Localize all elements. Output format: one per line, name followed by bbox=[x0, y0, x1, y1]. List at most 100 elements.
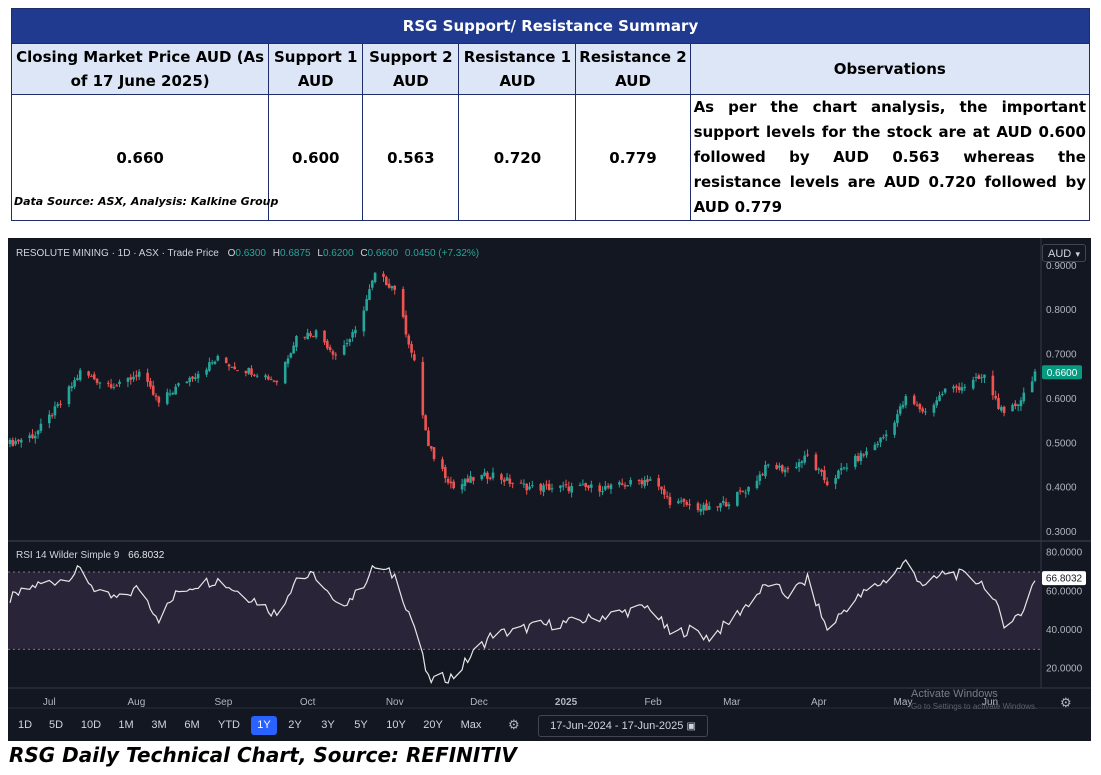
currency-selector[interactable]: AUD ▾ bbox=[1042, 244, 1086, 262]
timeframe-button-20y[interactable]: 20Y bbox=[423, 719, 443, 731]
rsi-band bbox=[8, 572, 1041, 650]
timeframe-settings-icon[interactable]: ⚙ bbox=[508, 717, 520, 732]
timeframe-button-1d[interactable]: 1D bbox=[17, 719, 33, 731]
candle-body bbox=[264, 375, 267, 378]
candle-body bbox=[542, 485, 545, 493]
candle-body bbox=[441, 459, 444, 469]
candle-body bbox=[466, 478, 470, 483]
chart-panel[interactable]: 0.3000 0.4000 0.5000 0.6000 0.7000 0.8000 0.90… bbox=[8, 238, 1091, 741]
candle-body bbox=[323, 330, 326, 343]
candle-body bbox=[587, 485, 590, 488]
candle-body bbox=[817, 468, 821, 470]
low-label: L bbox=[317, 248, 323, 259]
header-observations: Observations bbox=[689, 43, 1091, 95]
candle-body bbox=[168, 393, 172, 395]
timeframe-button-5d[interactable]: 5D bbox=[48, 719, 64, 731]
high-value: 0.6875 bbox=[280, 248, 311, 259]
open-value: 0.6300 bbox=[235, 248, 266, 259]
candle-body bbox=[151, 385, 155, 395]
candle-body bbox=[67, 386, 71, 405]
candle-body bbox=[185, 381, 189, 384]
candle-body bbox=[247, 367, 250, 374]
support-resistance-table: RSG Support/ Resistance Summary Closing … bbox=[10, 8, 1091, 221]
candle-body bbox=[581, 484, 585, 486]
candle-body bbox=[640, 480, 644, 485]
change-value: 0.0450 (+7.32%) bbox=[405, 248, 479, 259]
time-tick-label: Jun bbox=[982, 697, 998, 708]
candle-body bbox=[390, 286, 394, 289]
candle-body bbox=[943, 388, 947, 393]
timeframe-button-10d[interactable]: 10D bbox=[80, 719, 102, 731]
candle-body bbox=[331, 351, 335, 355]
candle-body bbox=[154, 395, 158, 397]
candle-body bbox=[196, 373, 200, 379]
candle-body bbox=[106, 382, 110, 384]
candle-body bbox=[98, 382, 102, 384]
candle-body bbox=[351, 332, 354, 338]
watermark-line-2: Go to Settings to activate Windows. bbox=[911, 702, 1038, 711]
candle-body bbox=[522, 483, 526, 485]
candle-body bbox=[342, 345, 346, 355]
candle-body bbox=[326, 340, 329, 349]
candle-body bbox=[216, 356, 220, 361]
candle-body bbox=[511, 482, 514, 484]
candle-body bbox=[112, 387, 116, 389]
candle-body bbox=[856, 455, 860, 462]
candle-body bbox=[443, 467, 447, 479]
candle-body bbox=[1002, 406, 1006, 413]
candle-body bbox=[584, 482, 587, 487]
candle-body bbox=[486, 472, 489, 479]
timeframe-button-5y[interactable]: 5Y bbox=[354, 719, 368, 731]
rsi-legend: RSI 14 Wilder Simple 9 66.8032 bbox=[16, 550, 165, 561]
candle-body bbox=[463, 479, 467, 486]
candle-body bbox=[210, 362, 214, 364]
timeframe-button-10y[interactable]: 10Y bbox=[386, 719, 406, 731]
candle-body bbox=[727, 504, 731, 507]
candle-body bbox=[303, 336, 307, 338]
candle-body bbox=[157, 396, 161, 403]
candle-body bbox=[876, 443, 880, 446]
candle-body bbox=[446, 478, 450, 483]
candle-body bbox=[39, 423, 43, 431]
timeframe-button-1m[interactable]: 1M bbox=[118, 719, 134, 731]
rsi-tick-label: 40.0000 bbox=[1046, 625, 1083, 636]
timeframe-button-ytd[interactable]: YTD bbox=[218, 719, 240, 731]
last-price-tag-text: 0.6600 bbox=[1047, 368, 1078, 379]
price-tick-label: 0.5000 bbox=[1046, 438, 1077, 449]
candle-body bbox=[373, 272, 377, 283]
candle-body bbox=[707, 506, 711, 510]
timeframe-button-2y[interactable]: 2Y bbox=[288, 719, 302, 731]
candle-body bbox=[53, 406, 57, 416]
settings-gear-icon[interactable]: ⚙ bbox=[1060, 695, 1072, 710]
candle-body bbox=[424, 415, 427, 431]
candle-body bbox=[797, 462, 801, 468]
date-range-picker[interactable]: 17-Jun-2024 - 17-Jun-2025 ▣ bbox=[538, 715, 708, 737]
candle-body bbox=[354, 329, 357, 334]
candle-body bbox=[862, 454, 865, 456]
candle-body bbox=[786, 468, 790, 470]
close-value: 0.6600 bbox=[368, 248, 399, 259]
candle-body bbox=[938, 395, 941, 401]
timeframe-button-3m[interactable]: 3M bbox=[151, 719, 167, 731]
candle-body bbox=[921, 408, 924, 412]
rsi-tick-label: 20.0000 bbox=[1046, 664, 1083, 675]
candle-body bbox=[348, 339, 352, 343]
candle-body bbox=[73, 380, 76, 387]
timeframe-button-1y[interactable]: 1Y bbox=[251, 716, 277, 735]
candle-body bbox=[328, 347, 332, 350]
candle-body bbox=[646, 479, 649, 483]
candle-body bbox=[904, 396, 908, 406]
candle-body bbox=[865, 451, 868, 456]
rsi-tick-label: 60.0000 bbox=[1046, 586, 1083, 597]
candle-body bbox=[289, 353, 293, 358]
candle-body bbox=[269, 379, 273, 381]
candle-body bbox=[382, 273, 385, 277]
chart-canvas[interactable]: 0.3000 0.4000 0.5000 0.6000 0.7000 0.8000 0.90… bbox=[8, 238, 1091, 741]
candle-body bbox=[31, 434, 34, 439]
timeframe-button-max[interactable]: Max bbox=[460, 719, 482, 731]
timeframe-button-6m[interactable]: 6M bbox=[184, 719, 200, 731]
candle-body bbox=[126, 378, 130, 382]
timeframe-button-3y[interactable]: 3Y bbox=[321, 719, 335, 731]
chart-legend: RESOLUTE MINING · 1D · ASX · Trade Price… bbox=[16, 248, 479, 259]
candle-body bbox=[761, 474, 764, 476]
